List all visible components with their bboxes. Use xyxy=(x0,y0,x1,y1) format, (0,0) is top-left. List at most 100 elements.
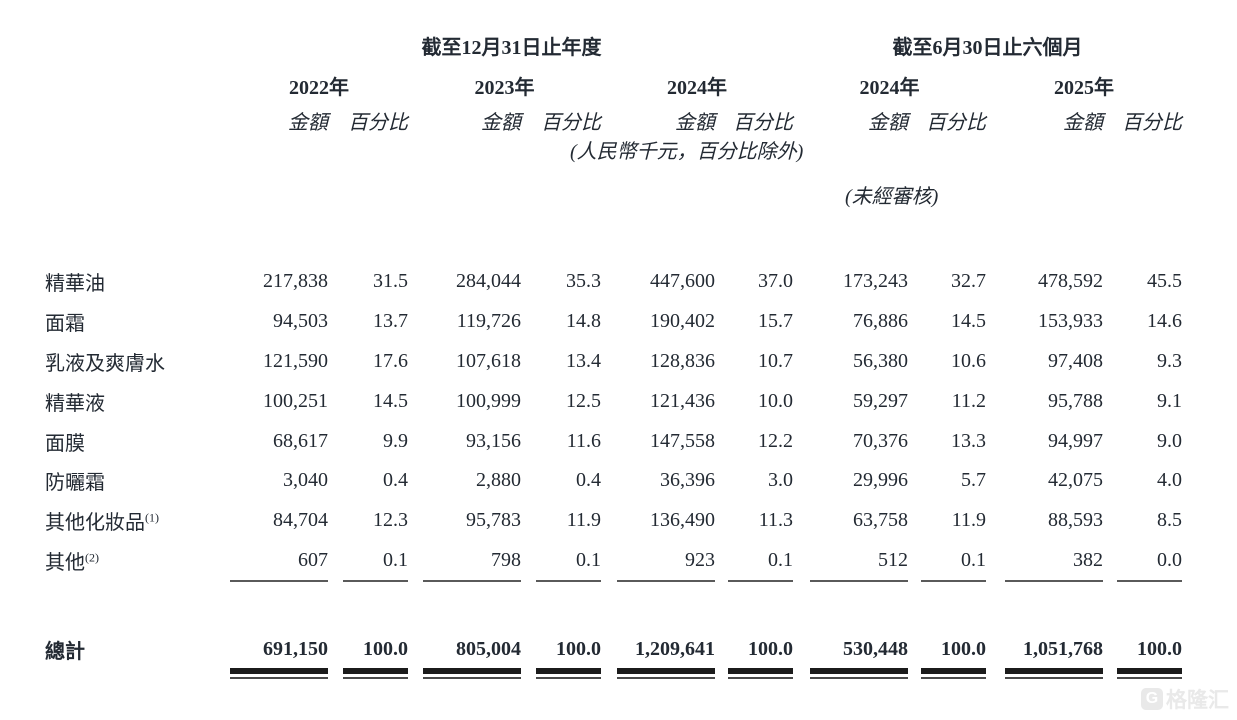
row-label: 精華液 xyxy=(45,392,105,415)
cell-amount: 284,044 xyxy=(456,270,521,293)
gelonghui-brand-text: 格隆汇 xyxy=(1166,689,1229,712)
cell-amount: 100,251 xyxy=(263,389,328,412)
cell-percent: 9.0 xyxy=(1157,429,1182,452)
period-annual-header: 截至12月31日止年度 xyxy=(421,36,602,59)
table-row: 防曬霜 3,040 0.4 2,880 0.4 36,396 3.0 29,99… xyxy=(45,461,1185,501)
cell-percent: 32.7 xyxy=(951,270,986,293)
cell-percent: 0.4 xyxy=(576,469,601,492)
cell-amount: 447,600 xyxy=(650,270,715,293)
cell-percent: 5.7 xyxy=(961,469,986,492)
cell-amount: 147,558 xyxy=(650,429,715,452)
table-row: 面膜 68,617 9.9 93,156 11.6 147,558 12.2 7… xyxy=(45,421,1185,461)
gelonghui-logo-icon: G xyxy=(1141,688,1163,710)
table-row: 精華油 217,838 31.5 284,044 35.3 447,600 37… xyxy=(45,262,1185,302)
cell-amount: 70,376 xyxy=(853,429,908,452)
cell-percent: 4.0 xyxy=(1157,469,1182,492)
total-double-rule-row xyxy=(45,668,1185,682)
currency-units-note: (人民幣千元，百分比除外) xyxy=(570,141,804,163)
cell-percent: 37.0 xyxy=(758,270,793,293)
cell-percent: 10.0 xyxy=(758,389,793,412)
total-amount: 691,150 xyxy=(263,637,328,660)
cell-amount: 59,297 xyxy=(853,389,908,412)
year-header-2025-interim: 2025年 xyxy=(1054,76,1114,99)
percent-column-label: 百分比 xyxy=(926,111,986,134)
total-amount: 1,209,641 xyxy=(635,637,715,660)
cell-amount: 136,490 xyxy=(650,509,715,532)
cell-amount: 119,726 xyxy=(456,310,521,333)
cell-amount: 95,783 xyxy=(466,509,521,532)
amount-column-label: 金額 xyxy=(868,111,908,134)
percent-column-label: 百分比 xyxy=(1122,111,1182,134)
cell-amount: 107,618 xyxy=(456,349,521,372)
cell-amount: 88,593 xyxy=(1048,509,1103,532)
cell-percent: 14.5 xyxy=(373,389,408,412)
percent-column-label: 百分比 xyxy=(348,111,408,134)
cell-amount: 923 xyxy=(685,548,715,571)
row-label: 面霜 xyxy=(45,313,85,336)
cell-amount: 173,243 xyxy=(843,270,908,293)
cell-amount: 128,836 xyxy=(650,349,715,372)
cell-amount: 63,758 xyxy=(853,509,908,532)
cell-amount: 121,436 xyxy=(650,389,715,412)
cell-percent: 11.6 xyxy=(566,429,601,452)
percent-column-label: 百分比 xyxy=(733,111,793,134)
cell-percent: 12.5 xyxy=(566,389,601,412)
cell-percent: 0.1 xyxy=(768,548,793,571)
total-percent: 100.0 xyxy=(941,637,986,660)
cell-percent: 9.3 xyxy=(1157,349,1182,372)
table-row: 其他(2) 607 0.1 798 0.1 923 0.1 512 0.1 38… xyxy=(45,541,1185,581)
subtotal-rule-row xyxy=(45,580,1185,583)
row-label: 其他(2) xyxy=(45,550,99,574)
amount-column-label: 金額 xyxy=(675,111,715,134)
cell-amount: 93,156 xyxy=(466,429,521,452)
cell-amount: 68,617 xyxy=(273,429,328,452)
unaudited-note: (未經審核) xyxy=(845,186,939,208)
cell-percent: 3.0 xyxy=(768,469,793,492)
cell-amount: 94,503 xyxy=(273,310,328,333)
cell-percent: 11.9 xyxy=(951,509,986,532)
cell-percent: 11.3 xyxy=(758,509,793,532)
cell-percent: 11.9 xyxy=(566,509,601,532)
cell-amount: 97,408 xyxy=(1048,349,1103,372)
cell-amount: 153,933 xyxy=(1038,310,1103,333)
table-row: 乳液及爽膚水 121,590 17.6 107,618 13.4 128,836… xyxy=(45,342,1185,382)
cell-percent: 10.7 xyxy=(758,349,793,372)
amount-column-label: 金額 xyxy=(288,111,328,134)
total-amount: 1,051,768 xyxy=(1023,637,1103,660)
cell-amount: 478,592 xyxy=(1038,270,1103,293)
period-header-row: 截至12月31日止年度 截至6月30日止六個月 xyxy=(45,25,1185,65)
amount-column-label: 金額 xyxy=(1063,111,1103,134)
footnote-ref: (2) xyxy=(85,550,99,565)
cell-percent: 14.6 xyxy=(1147,310,1182,333)
cell-amount: 3,040 xyxy=(283,469,328,492)
total-row: 總計 691,150 100.0 805,004 100.0 1,209,641… xyxy=(45,634,1185,664)
cell-percent: 12.2 xyxy=(758,429,793,452)
cell-percent: 0.1 xyxy=(961,548,986,571)
cell-percent: 11.2 xyxy=(951,389,986,412)
total-percent: 100.0 xyxy=(556,637,601,660)
total-amount: 530,448 xyxy=(843,637,908,660)
amount-column-label: 金額 xyxy=(481,111,521,134)
cell-percent: 17.6 xyxy=(373,349,408,372)
cell-amount: 84,704 xyxy=(273,509,328,532)
year-header-2023: 2023年 xyxy=(474,76,535,99)
row-label: 其他化妝品(1) xyxy=(45,510,159,535)
cell-amount: 100,999 xyxy=(456,389,521,412)
cell-percent: 13.3 xyxy=(951,429,986,452)
cell-percent: 35.3 xyxy=(566,270,601,293)
total-percent: 100.0 xyxy=(748,637,793,660)
cell-percent: 31.5 xyxy=(373,270,408,293)
cell-amount: 95,788 xyxy=(1048,389,1103,412)
year-header-2024: 2024年 xyxy=(667,76,727,99)
cell-amount: 217,838 xyxy=(263,270,328,293)
table-row: 其他化妝品(1) 84,704 12.3 95,783 11.9 136,490… xyxy=(45,501,1185,541)
cell-amount: 798 xyxy=(491,548,521,571)
cell-amount: 607 xyxy=(298,548,328,571)
total-amount: 805,004 xyxy=(456,637,521,660)
cell-amount: 76,886 xyxy=(853,310,908,333)
revenue-breakdown-table: 截至12月31日止年度 截至6月30日止六個月 2022年 2023年 2024… xyxy=(45,25,1185,682)
footnote-ref: (1) xyxy=(145,510,159,525)
cell-amount: 36,396 xyxy=(660,469,715,492)
row-label: 防曬霜 xyxy=(45,472,105,495)
